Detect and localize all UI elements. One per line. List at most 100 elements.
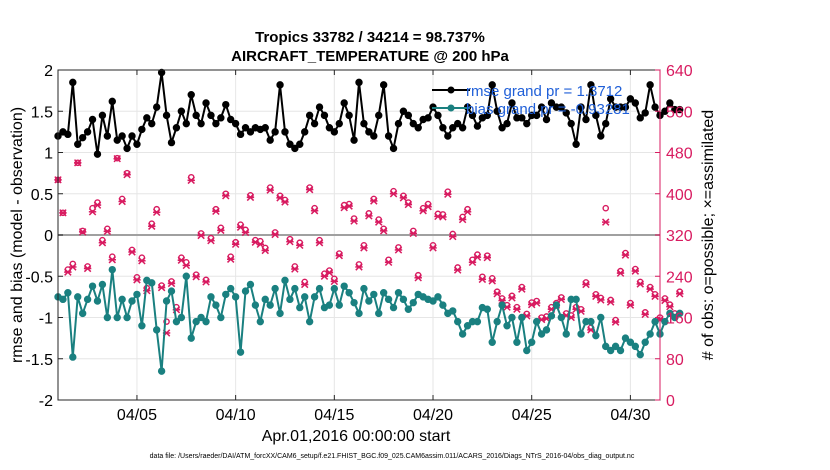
rmse-point (631, 99, 640, 107)
obs-assimilated-point (458, 215, 467, 224)
obs-assimilated-point (606, 298, 615, 306)
obs-assimilated-point (266, 186, 274, 194)
bias-point (463, 322, 472, 330)
bias-point (587, 317, 595, 326)
obs-assimilated-point (350, 217, 358, 225)
rmse-point (468, 111, 477, 120)
rmse-point (177, 107, 186, 115)
obs-assimilated-point (78, 228, 87, 236)
bias-point (360, 284, 368, 293)
bias-point (251, 301, 260, 309)
y-tick-label-left: 0.5 (31, 187, 53, 204)
bias-point (503, 322, 511, 330)
obs-assimilated-point (226, 255, 235, 263)
rmse-point (281, 128, 289, 136)
bias-point (508, 313, 516, 322)
obs-assimilated-point (138, 257, 146, 265)
y-tick-label-left: -0.5 (25, 269, 53, 286)
rmse-point (394, 119, 403, 128)
obs-assimilated-point (88, 208, 97, 216)
bias-point (399, 295, 408, 304)
rmse-point (305, 111, 314, 120)
rmse-point (148, 119, 156, 128)
rmse-point (227, 115, 235, 124)
obs-assimilated-point (404, 200, 413, 209)
bias-point (59, 295, 67, 304)
bias-point (187, 334, 195, 342)
bias-point (182, 272, 190, 280)
rmse-point (325, 124, 334, 132)
y-tick-label-left: 1.5 (31, 104, 53, 121)
rmse-point (335, 119, 343, 128)
rmse-point (572, 140, 580, 148)
obs-assimilated-point (449, 232, 457, 241)
rmse-point (597, 132, 605, 140)
y-tick-label-left: -1.5 (25, 352, 53, 369)
bias-point (616, 346, 625, 355)
rmse-point (577, 103, 585, 111)
obs-assimilated-point (281, 198, 289, 206)
obs-assimilated-point (646, 285, 654, 293)
rmse-point (330, 128, 339, 136)
rmse-point (231, 119, 240, 128)
rmse-point (676, 105, 684, 114)
rmse-point (74, 140, 82, 148)
bias-point (631, 342, 640, 351)
legend: rmse grand pr = 1.3712 bias grand pr = -… (432, 83, 630, 118)
bias-point (602, 342, 610, 351)
obs-assimilated-point (152, 208, 161, 217)
rmse-point (404, 111, 413, 120)
bias-point (256, 317, 265, 326)
rmse-point (138, 125, 146, 134)
bias-point (246, 280, 255, 289)
bias-point (78, 309, 87, 318)
bias-point (453, 317, 462, 326)
bias-point (537, 330, 546, 338)
rmse-point (518, 114, 526, 122)
obs-assimilated-point (483, 253, 492, 262)
obs-assimilated-point (424, 202, 432, 211)
rmse-point (424, 114, 432, 122)
rmse-point (296, 140, 304, 148)
obs-assimilated-point (212, 207, 220, 216)
rmse-point (340, 99, 348, 107)
rmse-point (602, 119, 610, 128)
legend-bias-label: bias grand pr = -0.93281 (466, 101, 630, 118)
bias-point (162, 297, 171, 305)
obs-assimilated-point (513, 305, 521, 313)
rmse-point (399, 107, 408, 115)
y-tick-label-left: -2 (39, 393, 53, 410)
rmse-point (384, 132, 393, 140)
obs-assimilated-point (197, 231, 205, 240)
rmse-point (103, 132, 112, 140)
obs-assimilated-point (148, 222, 156, 230)
data-file-footnote: data file: /Users/raeder/DAI/ATM_forcXX/… (150, 453, 635, 460)
obs-assimilated-point (98, 239, 107, 247)
obs-assimilated-point (399, 194, 408, 202)
rmse-point (651, 103, 659, 111)
bias-point (128, 297, 136, 305)
obs-assimilated-point (335, 251, 343, 260)
bias-point (103, 313, 112, 322)
x-tick-label: 04/30 (610, 407, 650, 424)
bias-point (661, 317, 669, 326)
bias-point (64, 289, 72, 297)
obs-assimilated-point (207, 236, 215, 245)
legend-rmse-label: rmse grand pr = 1.3712 (466, 83, 622, 100)
bias-point (281, 276, 289, 285)
bias-point (646, 330, 654, 338)
rmse-point (301, 128, 309, 136)
rmse-point (162, 111, 171, 120)
y-ticks-left: -2 -1.5 -1 -0.5 0 0.5 1 1.5 2 (25, 63, 63, 410)
obs-assimilated-point (636, 280, 644, 288)
obs-assimilated-point (597, 296, 605, 304)
rmse-point (261, 124, 269, 132)
legend-bias-marker (447, 104, 455, 112)
rmse-point (113, 136, 121, 144)
bias-point (621, 334, 630, 342)
rmse-point (523, 119, 531, 128)
x-axis-label: Apr.01,2016 00:00:00 start (262, 428, 451, 445)
rmse-point (64, 130, 72, 139)
bias-point (266, 301, 274, 309)
obs-assimilated-point (384, 258, 393, 267)
